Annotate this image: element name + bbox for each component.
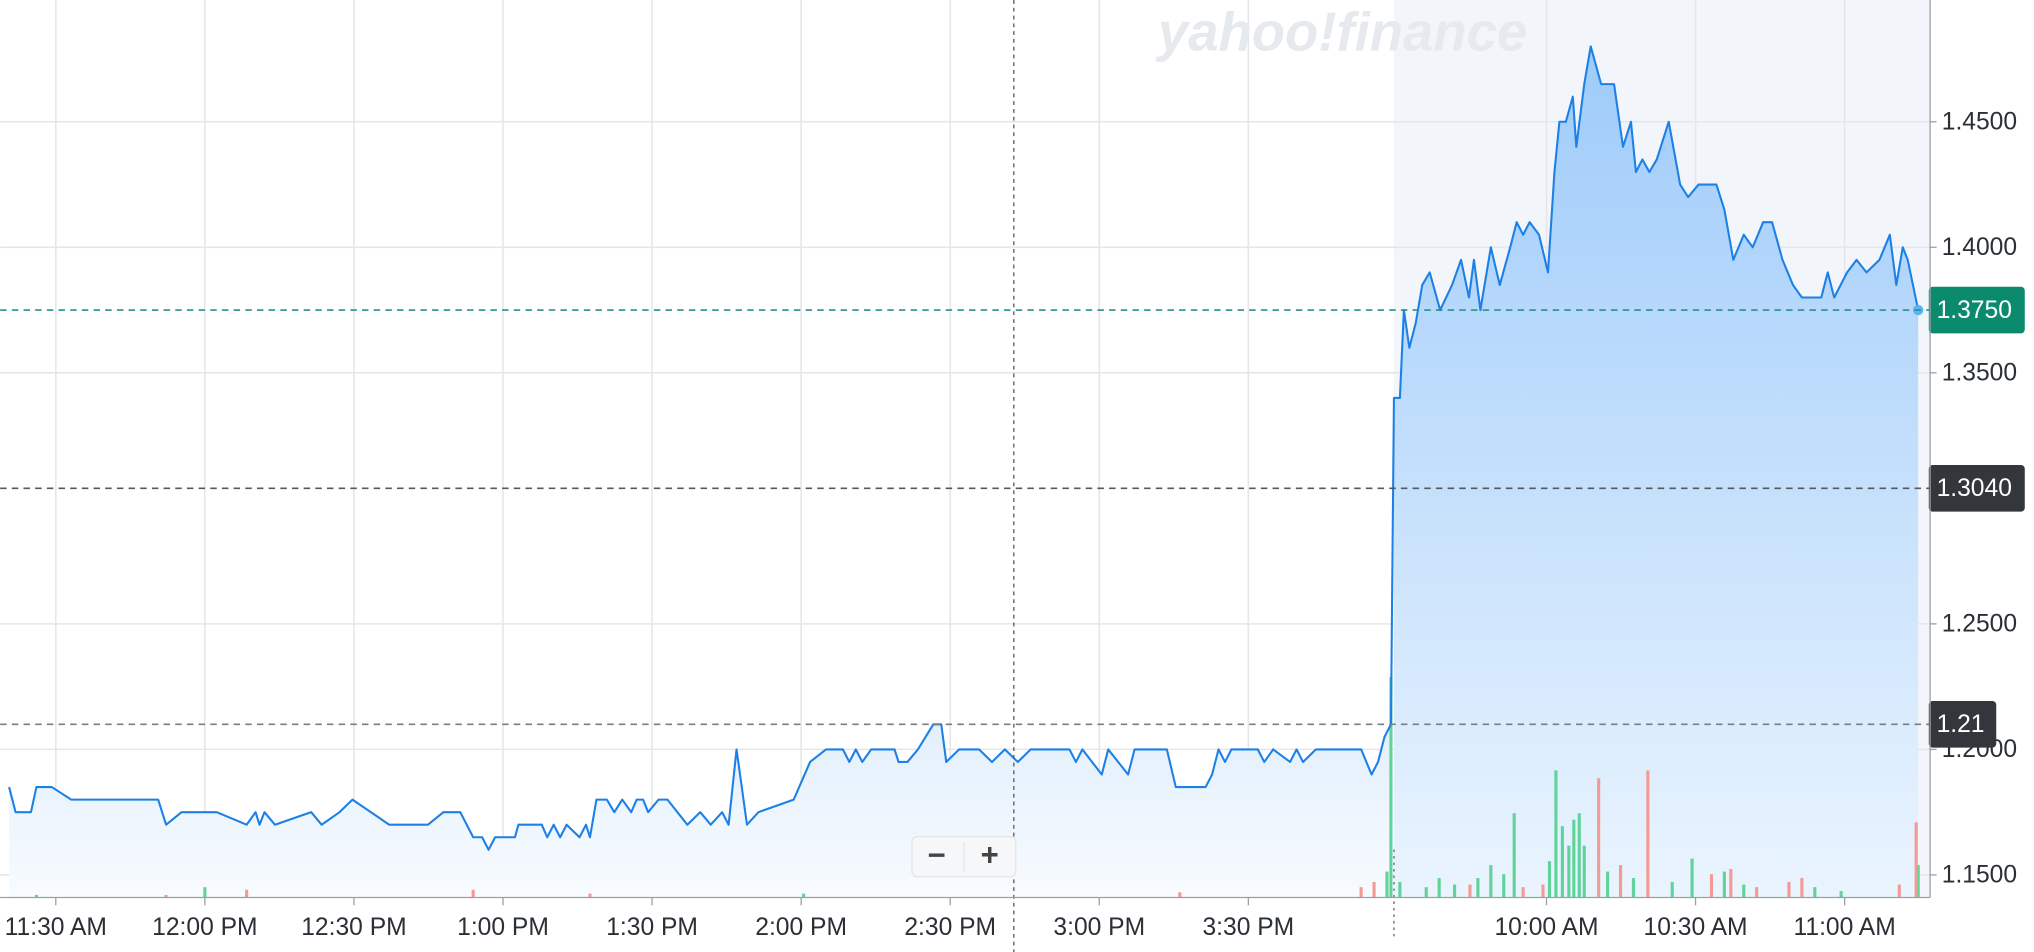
x-tick-label: 3:00 PM [1053, 914, 1145, 941]
x-tick-label: 12:00 PM [152, 914, 257, 941]
x-tick-label: 1:00 PM [457, 914, 549, 941]
volume-bar [1512, 813, 1516, 898]
volume-bar [164, 894, 168, 898]
volume-bar [1453, 884, 1457, 898]
volume-bar [1914, 822, 1918, 898]
price-tag [1928, 464, 2025, 512]
volume-bar [1582, 845, 1586, 898]
area [1393, 46, 1919, 898]
volume-bar [1178, 892, 1182, 898]
y-tick-label: 1.3500 [1942, 360, 2017, 387]
x-tick-label: 11:30 AM [5, 914, 107, 941]
zoom-controls: − + [911, 835, 1017, 878]
y-tick-label: 1.4500 [1942, 109, 2017, 136]
volume-bar [1468, 884, 1472, 898]
volume-bar [1729, 868, 1733, 898]
x-tick-label: 12:30 PM [301, 914, 406, 941]
zoom-out-button[interactable]: − [927, 838, 945, 873]
price-line [8, 45, 1920, 851]
volume-bar [588, 893, 592, 898]
price-tag-label: 1.3040 [1937, 475, 2012, 502]
volume-bar [1597, 778, 1601, 898]
volume-bar [1800, 878, 1804, 898]
volume-bar [1385, 871, 1389, 898]
y-tick-label: 1.1500 [1942, 862, 2017, 889]
volume-bar [245, 889, 249, 898]
y-tick-label: 1.4000 [1942, 234, 2017, 261]
price-tag-label: 1.3750 [1937, 297, 2012, 324]
volume-bar [1372, 881, 1376, 898]
volume-bar [1560, 826, 1564, 898]
volume-bar [1476, 878, 1480, 898]
volume-bar [471, 889, 475, 898]
x-tick-label: 11:00 AM [1794, 914, 1896, 941]
x-tick-label: 10:00 AM [1494, 914, 1598, 941]
x-tick-label: 1:30 PM [606, 914, 698, 941]
volume-bar [1742, 884, 1746, 898]
volume-bar [1572, 819, 1576, 898]
x-tick-label: 10:30 AM [1644, 914, 1748, 941]
volume-bar [1722, 871, 1726, 898]
x-tick-label: 3:30 PM [1202, 914, 1294, 941]
volume-bar [1606, 871, 1610, 898]
volume-bar [1437, 878, 1441, 898]
volume-bar [1709, 874, 1714, 898]
price-tag [1928, 700, 1997, 748]
volume-bar [1916, 865, 1920, 898]
volume-bar [1567, 845, 1571, 898]
volume-bar [1547, 861, 1552, 898]
volume-bar [1424, 887, 1428, 898]
price-tag-label: 1.21 [1937, 711, 1985, 738]
zoom-in-button[interactable]: + [981, 838, 999, 873]
area [9, 724, 1391, 898]
volume-bar [1359, 887, 1363, 898]
volume-bar [1670, 881, 1674, 898]
volume-bar [1839, 891, 1843, 898]
volume-bar [1787, 881, 1791, 898]
volume-bar [1813, 887, 1817, 898]
volume-bar [1897, 884, 1901, 898]
volume-bar [203, 887, 207, 898]
volume-bar [1646, 770, 1650, 898]
watermark: yahoo!finance [1155, 2, 1527, 63]
volume-bar [802, 893, 806, 898]
volume-bar [1389, 677, 1393, 898]
volume-bar [1398, 881, 1402, 898]
volume-bar [1541, 884, 1545, 898]
volume-bar [1521, 887, 1525, 898]
volume-bar [1577, 813, 1581, 898]
price-tag [1928, 286, 2025, 334]
x-tick-label: 2:30 PM [904, 914, 996, 941]
volume-bar [34, 894, 38, 898]
volume-bar [1755, 887, 1759, 898]
volume-bar [1502, 874, 1506, 898]
volume-bar [1618, 865, 1623, 898]
volume-bar [1554, 770, 1558, 898]
volume-bar [1489, 865, 1493, 898]
x-tick-label: 2:00 PM [755, 914, 847, 941]
volume-bar [1631, 878, 1636, 898]
volume-bar [1690, 858, 1694, 898]
y-tick-label: 1.2500 [1942, 611, 2017, 638]
